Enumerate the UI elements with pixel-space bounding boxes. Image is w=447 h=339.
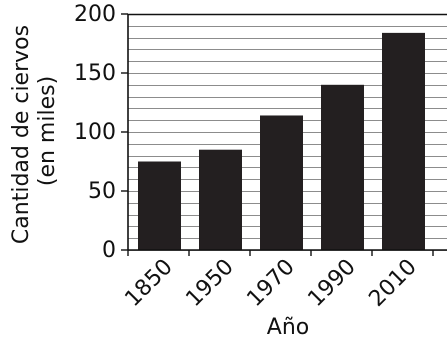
y-tick-label: 50 bbox=[88, 179, 116, 204]
axes bbox=[121, 13, 447, 256]
x-tick-label: 1990 bbox=[303, 255, 360, 312]
bar-1850 bbox=[138, 161, 181, 250]
y-tick-label: 200 bbox=[74, 2, 116, 27]
y-axis-title-line-2: (en miles) bbox=[35, 76, 60, 186]
x-tick-label: 2010 bbox=[364, 255, 421, 312]
y-tick-label: 100 bbox=[74, 120, 116, 145]
y-tick-labels: 0 50 100 150 200 bbox=[74, 2, 116, 263]
bar-1950 bbox=[199, 149, 242, 250]
bar-1970 bbox=[260, 115, 303, 250]
x-tick-labels: 1850 1950 1970 1990 2010 bbox=[120, 255, 421, 312]
x-tick-label: 1950 bbox=[181, 255, 238, 312]
bars bbox=[138, 32, 425, 250]
bar-2010 bbox=[382, 32, 425, 250]
bar-1990 bbox=[321, 84, 364, 250]
y-tick-label: 150 bbox=[74, 61, 116, 86]
y-axis-title-line-1: Cantidad de ciervos bbox=[9, 25, 34, 244]
y-tick-label: 0 bbox=[102, 238, 116, 263]
x-tick-label: 1850 bbox=[120, 255, 177, 312]
y-axis-title: Cantidad de ciervos (en miles) bbox=[9, 18, 60, 244]
x-axis-title: Año bbox=[267, 315, 309, 339]
x-tick-label: 1970 bbox=[242, 255, 299, 312]
